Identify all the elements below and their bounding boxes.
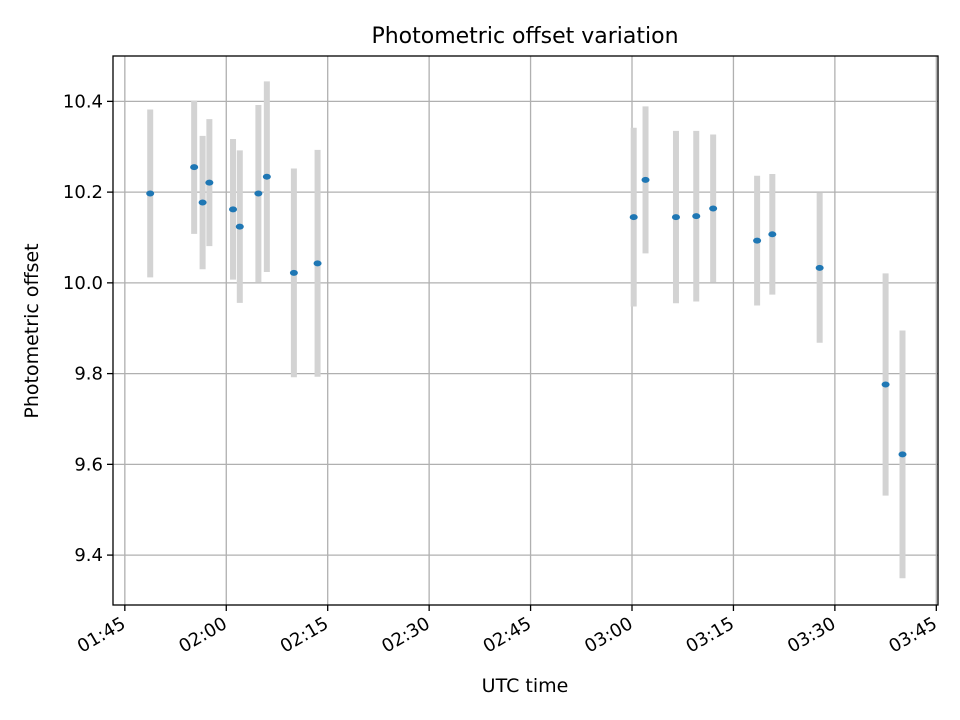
plot-frame — [112, 55, 939, 606]
data-point — [753, 237, 762, 244]
data-point — [881, 381, 890, 388]
data-point — [313, 260, 322, 267]
data-point — [262, 173, 271, 180]
data-point — [629, 214, 638, 221]
data-point — [641, 176, 650, 183]
data-point — [254, 190, 263, 197]
y-tick-label: 9.4 — [74, 545, 103, 566]
y-tick-label: 9.8 — [74, 364, 103, 385]
data-point — [692, 213, 701, 220]
data-point — [768, 231, 777, 238]
data-point — [229, 206, 238, 213]
y-tick-label: 10.0 — [63, 273, 103, 294]
data-point — [205, 179, 214, 186]
data-point — [898, 451, 907, 458]
data-point — [289, 269, 298, 276]
y-axis-label: Photometric offset — [21, 243, 43, 418]
data-point — [190, 164, 199, 171]
y-tick-label: 9.6 — [74, 454, 103, 475]
data-points — [146, 164, 907, 458]
data-point — [709, 205, 718, 212]
y-tick-label: 10.4 — [63, 91, 103, 112]
chart-title: Photometric offset variation — [371, 24, 678, 49]
data-point — [815, 264, 824, 271]
data-point — [198, 199, 207, 206]
y-tick-label: 10.2 — [63, 182, 103, 203]
data-point — [671, 214, 680, 221]
data-point — [146, 190, 155, 197]
data-point — [235, 223, 244, 230]
y-axis: 9.4 9.6 9.8 10.0 10.2 10.4 — [63, 91, 113, 566]
x-axis-label: UTC time — [482, 675, 569, 697]
